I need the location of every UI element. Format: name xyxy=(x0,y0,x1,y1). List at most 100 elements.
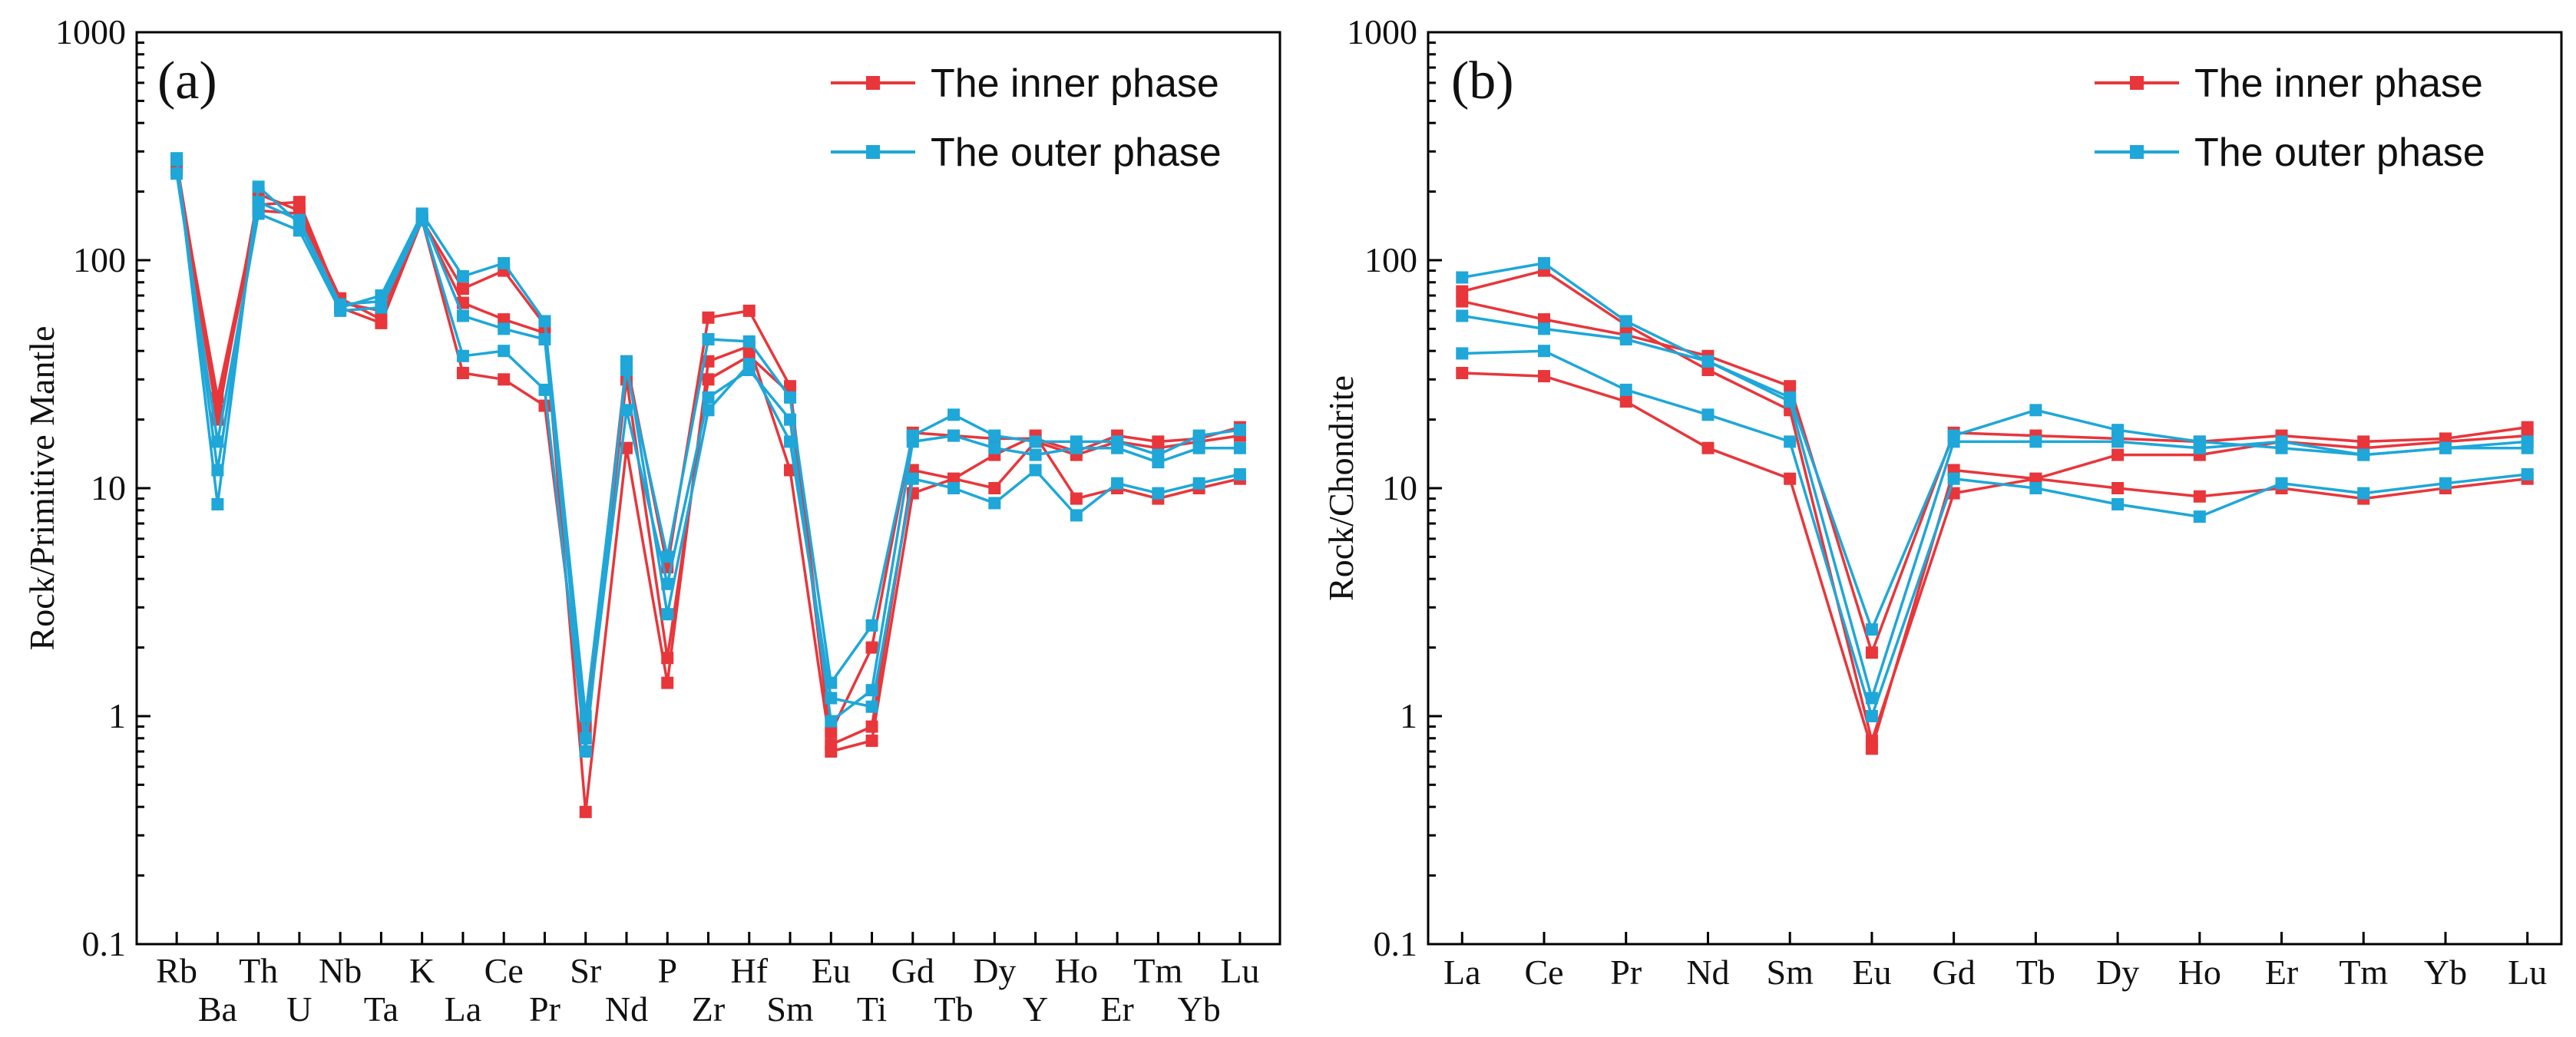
data-point-inner xyxy=(498,373,511,386)
data-point-outer xyxy=(2275,477,2288,490)
x-tick-label: Ce xyxy=(484,951,524,990)
data-point-outer xyxy=(1192,477,1205,490)
data-point-outer xyxy=(784,435,797,448)
x-tick-label: Sr xyxy=(570,951,601,990)
data-point-outer xyxy=(1070,441,1083,454)
x-tick-label: Gd xyxy=(1933,953,1976,992)
data-point-inner xyxy=(661,676,674,689)
x-tick-label: Sm xyxy=(766,989,814,1029)
x-tick-label: Dy xyxy=(973,951,1016,990)
data-point-outer xyxy=(211,497,224,510)
x-tick-label: Pr xyxy=(1610,953,1642,992)
series-line-outer xyxy=(175,173,1241,753)
data-point-outer xyxy=(1029,435,1042,448)
y-tick-label: 0.1 xyxy=(1374,924,1418,963)
x-tick-label: Dy xyxy=(2096,953,2139,992)
legend-marker xyxy=(2130,145,2144,159)
y-axis-label: Rock/Primitive Mantle xyxy=(22,326,61,651)
x-tick-label: Nb xyxy=(319,951,362,990)
x-tick-label: Tm xyxy=(2339,953,2388,992)
data-point-outer xyxy=(211,464,224,477)
y-tick-label: 1000 xyxy=(55,12,126,51)
data-point-outer xyxy=(865,700,878,713)
data-point-outer xyxy=(988,429,1001,442)
series-line-inner xyxy=(1461,269,2528,742)
data-point-inner xyxy=(1784,472,1797,485)
data-point-outer xyxy=(2521,467,2534,481)
series-line-inner xyxy=(1462,372,2528,751)
y-tick-label: 1000 xyxy=(1347,12,1417,51)
series-line-outer xyxy=(1462,349,2528,718)
data-point-inner xyxy=(1538,370,1551,383)
data-point-outer xyxy=(498,256,511,269)
data-point-inner xyxy=(825,738,838,751)
data-point-outer xyxy=(1111,477,1124,490)
data-point-outer xyxy=(498,322,511,335)
data-point-outer xyxy=(2357,487,2370,500)
series-line-inner xyxy=(175,169,1241,814)
y-axis-label: Rock/Chondrite xyxy=(1321,375,1361,601)
x-tick-label: U xyxy=(286,989,312,1029)
data-point-outer xyxy=(538,332,551,345)
data-point-outer xyxy=(1947,472,1960,485)
data-point-outer xyxy=(252,180,265,193)
x-tick-label: Tm xyxy=(1133,951,1182,990)
data-point-outer xyxy=(620,404,633,417)
data-point-outer xyxy=(1233,467,1246,481)
data-point-outer xyxy=(1784,395,1797,408)
x-tick-label: Sm xyxy=(1766,953,1814,992)
data-point-outer xyxy=(375,301,388,314)
data-point-outer xyxy=(293,213,306,226)
data-point-outer xyxy=(1619,332,1632,345)
data-point-outer xyxy=(1784,435,1797,448)
data-point-outer xyxy=(620,355,633,368)
data-point-outer xyxy=(2439,477,2452,490)
legend-entry: The outer phase xyxy=(2194,130,2485,175)
data-point-outer xyxy=(579,745,592,758)
panel-b: 0.1 1 10 100 1000 Rock/Chondrite La Ce Pr Nd Sm Eu G… xyxy=(1321,12,2563,992)
data-point-outer xyxy=(825,715,838,728)
legend-marker xyxy=(866,76,880,90)
data-point-outer xyxy=(170,154,184,167)
data-point-outer xyxy=(2193,441,2206,454)
x-tick-label: Nd xyxy=(605,989,648,1029)
data-point-outer xyxy=(1865,692,1878,705)
data-point-outer xyxy=(211,435,224,448)
data-point-inner xyxy=(702,373,715,386)
x-tick-label: Eu xyxy=(1852,953,1891,992)
y-tick-label: 10 xyxy=(91,468,126,507)
data-point-inner xyxy=(2029,472,2042,485)
data-point-outer xyxy=(784,413,797,426)
data-point-inner xyxy=(293,196,306,209)
data-point-outer xyxy=(1192,441,1205,454)
data-point-outer xyxy=(702,404,715,417)
data-point-inner xyxy=(375,316,388,329)
y-tick-label: 10 xyxy=(1382,468,1417,507)
data-point-outer xyxy=(2439,441,2452,454)
data-point-outer xyxy=(2111,424,2125,437)
data-point-outer xyxy=(456,309,469,322)
x-tick-label: Lu xyxy=(2508,953,2547,992)
data-point-inner xyxy=(742,304,756,317)
x-tick-label: Gd xyxy=(891,951,934,990)
data-point-outer xyxy=(742,335,756,348)
data-point-inner xyxy=(2111,482,2125,494)
data-point-outer xyxy=(2357,448,2370,461)
legend-entry: The inner phase xyxy=(931,61,1219,106)
data-point-outer xyxy=(2029,404,2042,417)
data-point-outer xyxy=(1233,441,1246,454)
x-tick-label: Pr xyxy=(529,989,561,1029)
data-point-outer xyxy=(2029,482,2042,494)
x-tick-label: Ba xyxy=(198,989,237,1029)
data-point-outer xyxy=(252,196,265,209)
x-tick-label: Ti xyxy=(857,989,887,1029)
y-tick-label: 1 xyxy=(108,696,126,735)
y-tick-label: 100 xyxy=(73,240,126,279)
data-point-outer xyxy=(947,408,961,421)
data-point-inner xyxy=(1784,380,1797,393)
legend-entry: The outer phase xyxy=(931,130,1222,175)
data-point-inner xyxy=(865,720,878,733)
data-point-outer xyxy=(1538,256,1551,269)
x-tick-label: Th xyxy=(239,951,278,990)
